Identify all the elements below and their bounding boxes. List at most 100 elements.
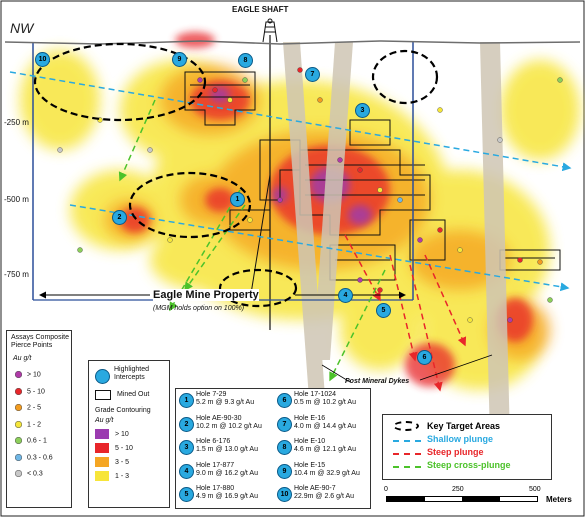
assay-legend-label: < 0.3 <box>27 470 43 478</box>
intercept-entry: 3 Hole 6-176 1.5 m @ 13.0 g/t Au <box>176 436 271 460</box>
hole-name: Hole AE-90-30 <box>196 414 242 422</box>
hole-intercept-value: 9.0 m @ 16.2 g/t Au <box>196 469 258 477</box>
scale-tick-500: 500 <box>529 486 541 493</box>
grade-legend-items: > 10 5 - 10 3 - 5 1 - 3 <box>95 429 133 485</box>
grade-legend-label: 1 - 3 <box>115 472 130 480</box>
assay-dot-icon <box>15 470 22 477</box>
steep-cross-plunge-label: Steep cross-plunge <box>427 460 511 470</box>
assay-legend-label: 2 - 5 <box>27 404 42 412</box>
scale-bar: 0 250 500 Meters <box>382 486 578 512</box>
grade-legend-label: > 10 <box>115 430 129 438</box>
intercept-entry: 10 Hole AE-90-7 22.9m @ 2.6 g/t Au <box>274 483 369 507</box>
assay-legend-label: > 10 <box>27 371 41 379</box>
grade-legend-row: 3 - 5 <box>95 457 133 471</box>
shallow-plunge-lines <box>9 71 572 292</box>
intercept-number-icon: 5 <box>179 487 194 502</box>
hole-name: Hole 7-29 <box>196 391 227 398</box>
intercept-number-icon: 3 <box>179 440 194 455</box>
intercept-entry: 8 Hole E-10 4.6 m @ 12.1 g/t Au <box>274 436 369 460</box>
property-note: (MGM holds option on 100%) <box>153 305 245 312</box>
assay-legend-row: > 10 <box>15 371 53 388</box>
assay-dot-icon <box>15 437 22 444</box>
intercept-marker-2[interactable]: 2 <box>112 210 127 225</box>
intercept-marker-1[interactable]: 1 <box>230 192 245 207</box>
hole-name: Hole 17-1024 <box>294 391 337 398</box>
intercept-number-icon: 7 <box>277 416 292 432</box>
assay-legend-row: 0.3 - 0.6 <box>15 453 53 471</box>
hole-name: Hole AE-90-7 <box>294 485 336 492</box>
assay-legend-label: 5 - 10 <box>27 387 45 395</box>
depth-label-250: -250 m <box>4 118 29 127</box>
intercept-marker-4[interactable]: 4 <box>338 288 353 303</box>
hole-intercept-value: 4.9 m @ 16.9 g/t Au <box>196 493 258 500</box>
steep-cross-plunge-swatch <box>393 466 421 468</box>
intercepts-table: 1 Hole 7-29 5.2 m @ 9.3 g/t Au 2 Hole AE-90-… <box>175 388 371 509</box>
hole-intercept-value: 4.0 m @ 14.4 g/t Au <box>294 422 356 430</box>
hole-name: Hole 6-176 <box>196 438 231 445</box>
hole-intercept-value: 10.2 m @ 10.2 g/t Au <box>196 422 262 430</box>
ramp-line <box>249 174 271 301</box>
dyke-pointer-right <box>419 354 493 381</box>
assay-dot-icon <box>15 453 22 461</box>
hole-name: Hole E-16 <box>294 414 326 422</box>
mined-out-label: Mined Out <box>117 391 150 398</box>
depth-label-500: -500 m <box>4 195 29 204</box>
intercept-entry: 2 Hole AE-90-30 10.2 m @ 10.2 g/t Au <box>176 413 271 437</box>
intercept-number-icon: 1 <box>179 393 194 408</box>
intercept-marker-8[interactable]: 8 <box>238 53 253 68</box>
hole-intercept-value: 1.5 m @ 13.0 g/t Au <box>196 446 258 453</box>
assay-legend-row: 0.6 - 1 <box>15 437 53 454</box>
grade-swatch <box>95 457 109 467</box>
hole-intercept-value: 4.6 m @ 12.1 g/t Au <box>294 446 356 453</box>
key-target-swatch <box>393 421 419 431</box>
intercept-marker-3[interactable]: 3 <box>355 103 370 118</box>
intercept-marker-7[interactable]: 7 <box>305 67 320 82</box>
grade-legend-row: 5 - 10 <box>95 443 133 457</box>
assay-legend-label: 0.6 - 1 <box>27 437 47 445</box>
steep-plunge-lines <box>344 234 467 392</box>
intercept-number-icon: 2 <box>179 416 194 432</box>
mined-out-swatch <box>95 390 111 400</box>
grade-swatch <box>95 471 109 481</box>
assay-legend-row: < 0.3 <box>15 470 53 487</box>
assay-legend-row: 2 - 5 <box>15 404 53 421</box>
assay-legend-label: 0.3 - 0.6 <box>27 453 53 461</box>
intercept-marker-9[interactable]: 9 <box>172 52 187 67</box>
intercept-marker-5[interactable]: 5 <box>376 303 391 318</box>
hole-name: Hole 17-880 <box>196 485 235 492</box>
scale-tick-250: 250 <box>452 486 464 493</box>
grade-legend-label: 3 - 5 <box>115 458 130 466</box>
shaft-label: EAGLE SHAFT <box>232 5 289 14</box>
grade-swatch <box>95 429 109 439</box>
hole-intercept-value: 22.9m @ 2.6 g/t Au <box>294 493 355 500</box>
hole-name: Hole E-15 <box>294 461 326 469</box>
scale-unit: Meters <box>546 495 572 504</box>
key-target-label: Key Target Areas <box>427 421 501 431</box>
intercept-number-icon: 8 <box>277 440 292 455</box>
depth-label-750: -750 m <box>4 270 29 279</box>
steep-plunge-swatch <box>393 453 421 455</box>
intercept-entry: 6 Hole 17-1024 0.5 m @ 10.2 g/t Au <box>274 389 369 413</box>
assay-dot-icon <box>15 404 22 411</box>
intercept-marker-10[interactable]: 10 <box>35 52 50 67</box>
assays-legend: Assays Composite Pierce Points Au g/t > … <box>6 330 72 508</box>
grade-contour-title: Grade Contouring <box>95 407 151 414</box>
steep-plunge-label: Steep plunge <box>427 447 484 457</box>
hole-name: Hole E-10 <box>294 438 326 445</box>
intercept-entry: 5 Hole 17-880 4.9 m @ 16.9 g/t Au <box>176 483 271 507</box>
headframe-icon <box>262 18 278 43</box>
grade-legend-row: 1 - 3 <box>95 471 133 485</box>
intercept-entry: 4 Hole 17-877 9.0 m @ 16.2 g/t Au <box>176 460 271 484</box>
assays-legend-unit: Au g/t <box>13 355 32 362</box>
intercept-entry: 9 Hole E-15 10.4 m @ 32.9 g/t Au <box>274 460 369 484</box>
intercept-number-icon: 10 <box>277 487 292 502</box>
assays-legend-items: > 10 5 - 10 2 - 5 1 - 2 0.6 - 1 0.3 - 0.6 < 0.… <box>15 371 53 487</box>
intercept-entry: 1 Hole 7-29 5.2 m @ 9.3 g/t Au <box>176 389 271 413</box>
key-target-areas <box>33 42 439 308</box>
hole-intercept-value: 0.5 m @ 10.2 g/t Au <box>294 399 356 406</box>
assay-legend-row: 5 - 10 <box>15 387 53 405</box>
scale-bar-graphic <box>386 496 538 502</box>
intercept-marker-6[interactable]: 6 <box>417 350 432 365</box>
hole-intercept-value: 10.4 m @ 32.9 g/t Au <box>294 469 360 477</box>
